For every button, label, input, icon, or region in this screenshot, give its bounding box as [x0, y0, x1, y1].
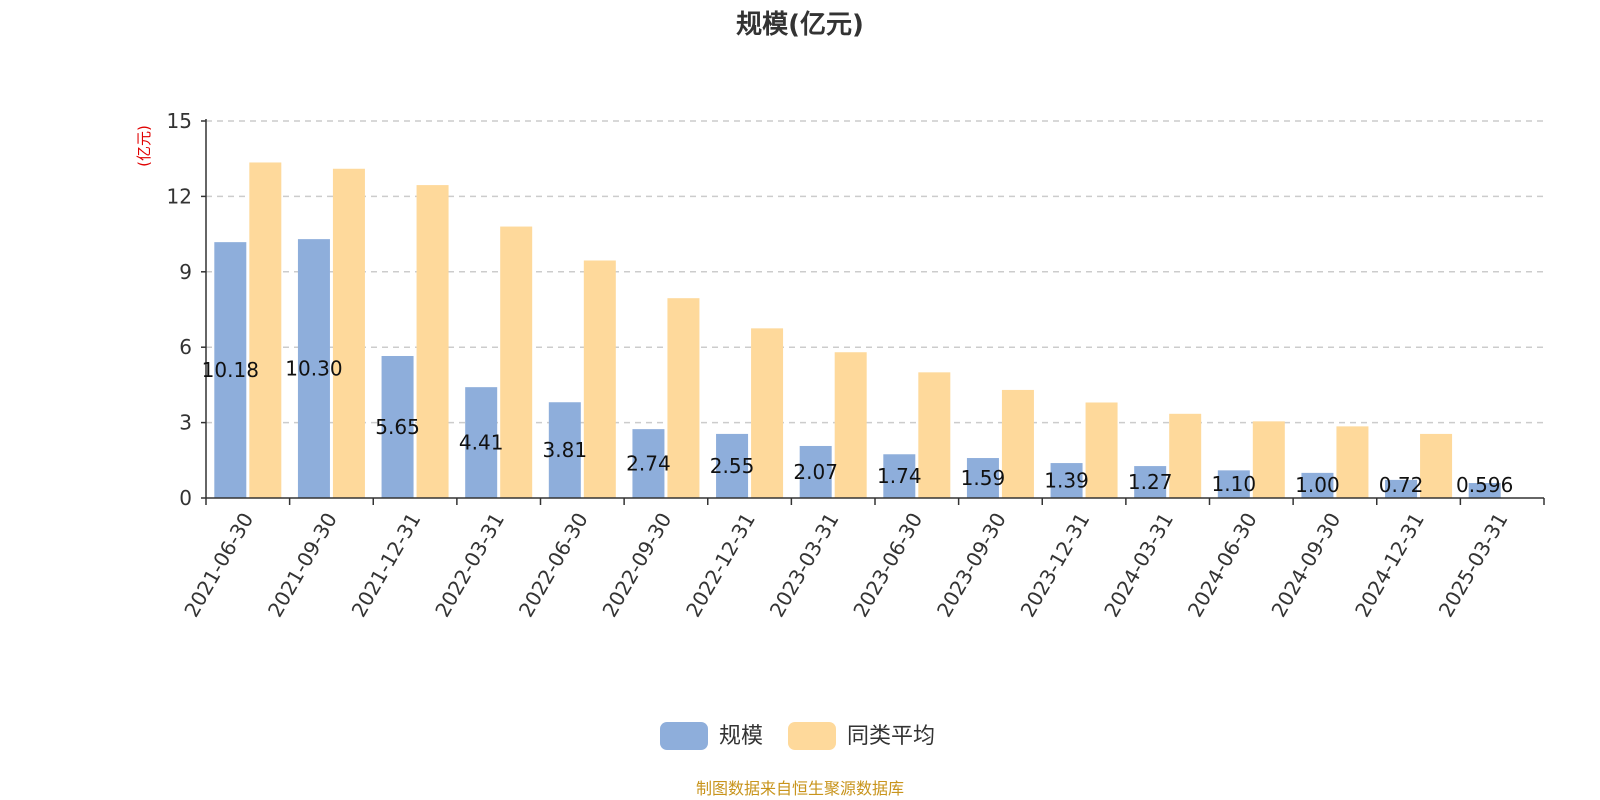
y-tick-label: 9 — [179, 260, 192, 284]
bar-peer-average[interactable] — [583, 260, 616, 498]
data-labels: 10.18 10.30 5.65 4.41 3.81 2.74 2.55 2.07 1.74 1.… — [202, 357, 1514, 497]
x-tick-label: 2023-03-31 — [765, 509, 844, 622]
data-source-note: 制图数据来自恒生聚源数据库 — [696, 779, 904, 798]
data-label-scale: 2.07 — [793, 460, 838, 484]
bar-scale[interactable] — [548, 402, 581, 498]
bar-scale[interactable] — [1301, 472, 1334, 498]
bar-scale[interactable] — [883, 454, 916, 498]
bar-peer-average[interactable] — [500, 226, 533, 498]
bar-scale[interactable] — [799, 445, 832, 498]
y-tick-label: 15 — [167, 109, 192, 133]
legend-swatch-peer-average[interactable] — [788, 722, 836, 750]
data-label-scale: 2.74 — [626, 452, 671, 476]
bar-peer-average[interactable] — [1336, 426, 1369, 498]
x-tick-label: 2021-09-30 — [263, 509, 342, 622]
bar-scale[interactable] — [1050, 463, 1083, 498]
bar-scale[interactable] — [966, 458, 999, 498]
x-tick-label: 2024-06-30 — [1183, 509, 1262, 622]
y-tick-label: 0 — [179, 486, 192, 510]
data-label-scale: 1.27 — [1128, 470, 1173, 494]
x-tick-label: 2024-12-31 — [1350, 509, 1429, 622]
data-label-scale: 1.74 — [877, 464, 922, 488]
bar-scale[interactable] — [716, 433, 749, 498]
x-tick-label: 2022-03-31 — [430, 509, 509, 622]
data-label-scale: 2.55 — [710, 454, 755, 478]
bar-peer-average[interactable] — [1085, 402, 1118, 498]
data-label-scale: 1.10 — [1212, 472, 1257, 496]
bar-scale[interactable] — [1468, 483, 1501, 498]
bar-peer-average[interactable] — [834, 352, 867, 498]
bar-peer-average[interactable] — [332, 168, 365, 498]
x-tick-label: 2023-09-30 — [932, 509, 1011, 622]
bar-scale[interactable] — [465, 387, 498, 498]
chart-title: 规模(亿元) — [736, 10, 864, 40]
bar-scale[interactable] — [1217, 470, 1250, 498]
bars — [214, 162, 1501, 499]
bar-peer-average[interactable] — [1252, 421, 1285, 498]
x-tick-labels: 2021-06-30 2021-09-30 2021-12-31 2022-03-31… — [179, 509, 1512, 622]
data-label-scale: 0.72 — [1379, 473, 1424, 497]
x-tick-label: 2024-09-30 — [1266, 509, 1345, 622]
legend-label-scale[interactable]: 规模 — [719, 724, 763, 749]
y-tick-labels: 0 3 6 9 12 15 — [167, 109, 192, 510]
x-tick-label: 2023-06-30 — [848, 509, 927, 622]
bar-peer-average[interactable] — [416, 185, 449, 498]
data-label-scale: 10.30 — [285, 357, 342, 381]
x-tick-label: 2022-09-30 — [597, 509, 676, 622]
bar-scale[interactable] — [1385, 479, 1418, 498]
bar-scale[interactable] — [1134, 466, 1167, 498]
x-tick-label: 2022-06-30 — [514, 509, 593, 622]
axes — [201, 119, 1545, 505]
bar-scale[interactable] — [632, 429, 665, 498]
bar-peer-average[interactable] — [751, 328, 784, 498]
y-tick-label: 6 — [179, 335, 192, 359]
data-label-scale: 1.59 — [961, 466, 1006, 490]
legend: 规模 同类平均 — [660, 722, 935, 750]
data-label-scale: 1.00 — [1295, 473, 1340, 497]
y-axis-unit-label: (亿元) — [135, 125, 153, 167]
bar-scale[interactable] — [381, 355, 414, 498]
legend-swatch-scale[interactable] — [660, 722, 708, 750]
data-label-scale: 10.18 — [202, 358, 259, 382]
data-label-scale: 3.81 — [543, 438, 588, 462]
x-tick-label: 2021-12-31 — [346, 509, 425, 622]
data-label-scale: 0.596 — [1456, 473, 1513, 497]
bar-peer-average[interactable] — [1420, 433, 1453, 498]
legend-label-peer-average[interactable]: 同类平均 — [847, 724, 935, 749]
x-tick-label: 2025-03-31 — [1434, 509, 1513, 622]
bar-peer-average[interactable] — [667, 298, 700, 498]
x-tick-label: 2023-12-31 — [1015, 509, 1094, 622]
bar-peer-average[interactable] — [1169, 413, 1202, 498]
x-tick-label: 2021-06-30 — [179, 509, 258, 622]
bar-peer-average[interactable] — [249, 162, 282, 498]
bar-peer-average[interactable] — [1001, 389, 1034, 498]
data-label-scale: 5.65 — [375, 415, 420, 439]
bar-scale[interactable] — [297, 239, 330, 499]
bar-peer-average[interactable] — [918, 372, 951, 498]
y-tick-label: 3 — [179, 411, 192, 435]
y-tick-label: 12 — [167, 184, 192, 208]
bar-scale[interactable] — [214, 242, 247, 498]
data-label-scale: 4.41 — [459, 431, 504, 455]
x-tick-label: 2022-12-31 — [681, 509, 760, 622]
data-label-scale: 1.39 — [1044, 469, 1089, 493]
x-tick-label: 2024-03-31 — [1099, 509, 1178, 622]
